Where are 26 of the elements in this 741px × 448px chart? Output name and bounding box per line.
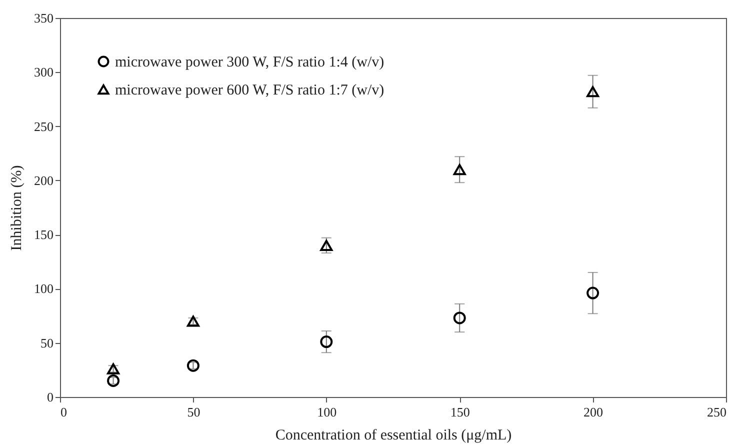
- x-tick-label: 250: [707, 404, 726, 420]
- x-tick-label: 50: [187, 404, 200, 420]
- y-tick-label: 150: [34, 227, 54, 242]
- point: [453, 312, 466, 324]
- point: [186, 359, 200, 372]
- x-tick-label: 0: [60, 404, 67, 420]
- y-axis-title: Inhibition (%): [9, 165, 25, 251]
- point: [586, 86, 600, 98]
- point: [320, 336, 333, 348]
- point: [320, 240, 333, 251]
- point: [107, 374, 120, 387]
- x-tick-label: 150: [450, 404, 470, 420]
- y-tick-label: 50: [40, 335, 54, 350]
- y-tick-label: 350: [34, 10, 54, 26]
- y-tick-label: 300: [34, 64, 54, 80]
- y-tick-label: 200: [34, 172, 54, 188]
- x-tick-label: 100: [317, 404, 337, 420]
- legend-label: microwave power 600 W, F/S ratio 1:7 (w/v): [115, 82, 384, 98]
- point: [586, 286, 600, 300]
- legend-label: microwave power 300 W, F/S ratio 1:4 (w/v): [115, 54, 384, 70]
- y-tick-label: 0: [47, 390, 54, 404]
- point: [453, 164, 466, 176]
- x-tick-label: 200: [584, 404, 604, 420]
- x-axis-title: Concentration of essential oils (μg/mL): [275, 428, 512, 444]
- y-tick-label: 100: [34, 281, 54, 296]
- y-tick-label: 250: [34, 118, 54, 134]
